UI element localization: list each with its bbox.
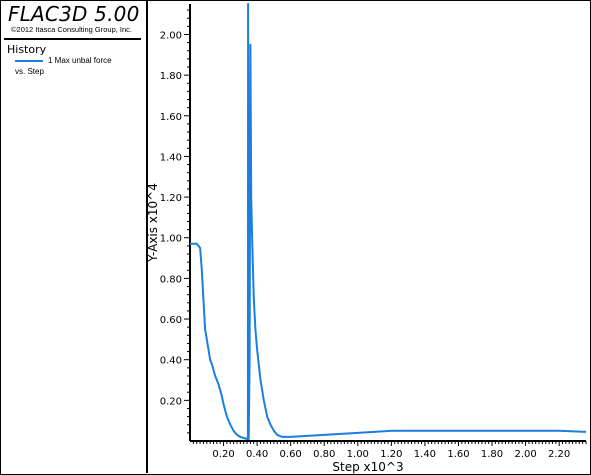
series-line [190,3,587,440]
x-tick-label: 1.00 [347,449,369,460]
x-tick-label: 1.80 [481,449,503,460]
x-tick-label: 0.40 [246,449,268,460]
y-tick-label: 0.80 [160,274,182,285]
app-title: FLAC3D 5.00 [8,2,140,26]
copyright-text: ©2012 Itasca Consulting Group, Inc. [11,25,133,34]
x-tick-label: 1.20 [380,449,402,460]
y-tick-label: 1.40 [160,152,182,163]
x-tick-label: 0.80 [313,449,335,460]
history-heading: History [7,43,47,56]
x-tick-label: 2.00 [514,449,536,460]
x-tick-label: 1.40 [414,449,436,460]
x-tick-label: 0.60 [280,449,302,460]
series-label-sub: vs. Step [15,67,44,76]
y-tick-label: 1.60 [160,112,182,123]
series-label: 1 Max unbal force [48,56,112,65]
legend-panel: FLAC3D 5.00 ©2012 Itasca Consulting Grou… [0,0,148,473]
y-tick-label: 0.60 [160,315,182,326]
x-tick-label: 1.60 [447,449,469,460]
y-tick-label: 0.40 [160,356,182,367]
x-tick-label: 0.20 [212,449,234,460]
y-tick-label: 1.80 [160,71,182,82]
y-tick-label: 1.00 [160,234,182,245]
y-tick-label: 1.20 [160,193,182,204]
y-tick-label: 0.20 [160,396,182,407]
title-divider [4,38,141,40]
y-axis-title: Y-Axis x10^4 [146,183,160,263]
series-color-swatch [15,60,43,62]
x-axis-title: Step x10^3 [332,460,403,474]
x-tick-label: 2.20 [548,449,570,460]
y-tick-label: 2.00 [160,30,182,41]
